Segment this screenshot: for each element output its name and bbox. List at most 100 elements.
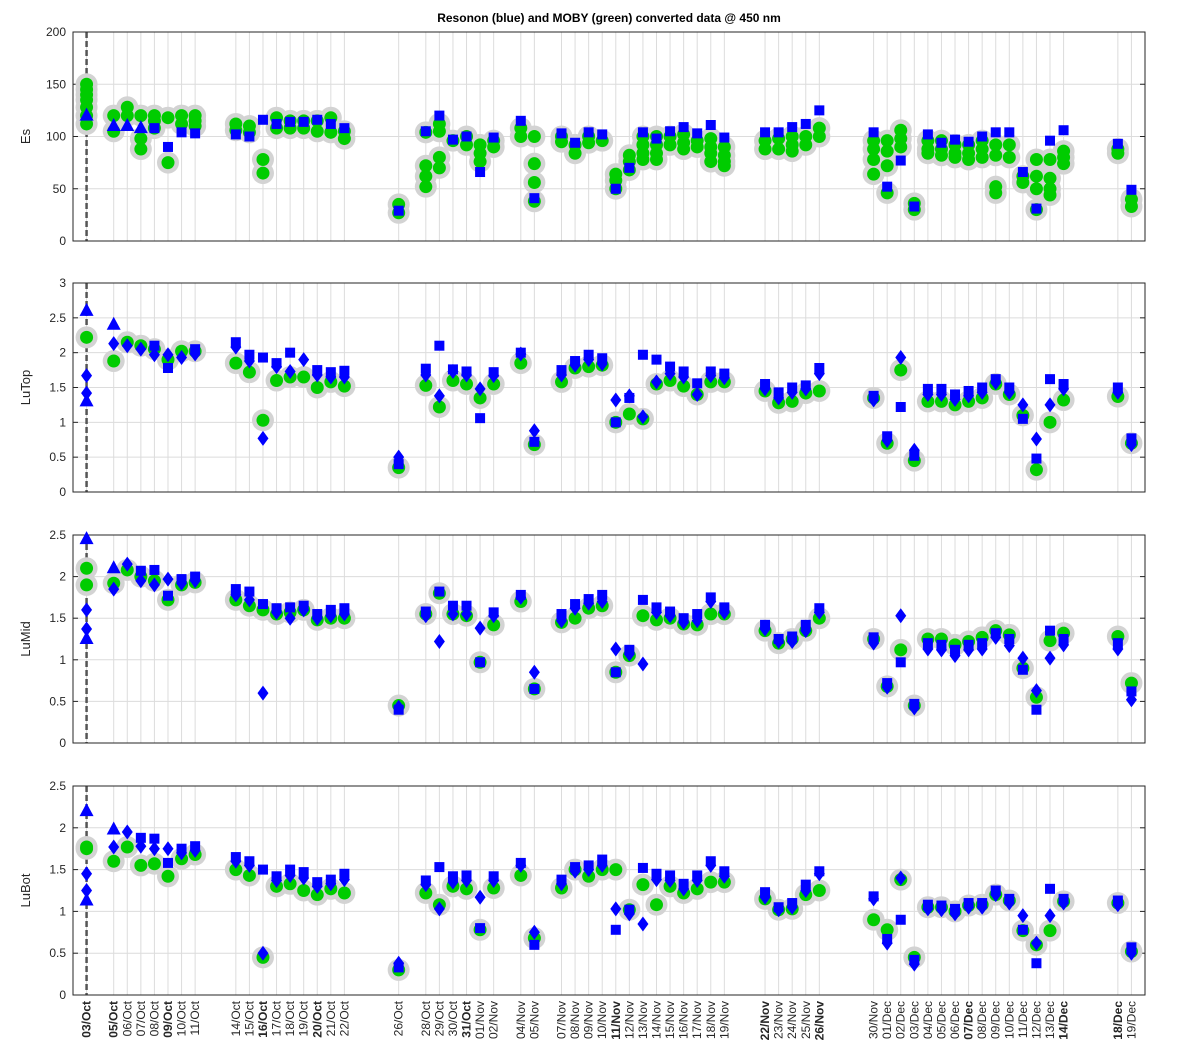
resonon-point-square <box>895 657 906 668</box>
xtick-label: 16/Nov <box>677 1001 691 1039</box>
resonon-point-diamond <box>637 656 649 672</box>
moby-point <box>432 161 446 175</box>
xtick-label: 10/Dec <box>1002 1001 1016 1039</box>
resonon-series <box>79 803 1137 973</box>
resonon-point-diamond <box>461 367 473 383</box>
moby-point <box>120 840 134 854</box>
moby-point <box>663 138 677 152</box>
moby-point <box>432 150 446 164</box>
resonon-point-square <box>515 115 526 126</box>
resonon-point-square <box>1045 883 1056 894</box>
resonon-point-diamond <box>881 679 893 695</box>
ytick-label: 200 <box>46 25 66 39</box>
resonon-point-diamond <box>759 889 771 905</box>
ytick-label: 2 <box>59 570 66 584</box>
moby-point <box>446 374 460 388</box>
resonon-point-diamond <box>868 392 880 408</box>
resonon-point-square <box>312 114 323 125</box>
resonon-point-diamond <box>1058 381 1070 397</box>
ytick-label: 1 <box>59 653 66 667</box>
resonon-point-square <box>597 129 608 140</box>
moby-point <box>432 124 446 138</box>
resonon-point-triangle <box>79 107 94 121</box>
resonon-point-diamond <box>230 339 242 355</box>
resonon-point-diamond <box>81 621 93 637</box>
resonon-point-square <box>665 126 676 137</box>
moby-point <box>161 869 175 883</box>
resonon-point-diamond <box>895 608 907 624</box>
resonon-point-diamond <box>325 876 337 892</box>
y-axis-label: LuTop <box>18 370 33 405</box>
moby-point <box>1043 152 1057 166</box>
resonon-point-diamond <box>637 916 649 932</box>
resonon-point-square <box>298 116 309 127</box>
moby-point <box>487 140 501 154</box>
moby-point <box>1043 634 1057 648</box>
resonon-point-square <box>1112 138 1123 149</box>
moby-point <box>636 609 650 623</box>
resonon-point-diamond <box>108 581 120 597</box>
resonon-point-diamond <box>420 877 432 893</box>
moby-point <box>880 144 894 158</box>
resonon-point-square <box>610 667 621 678</box>
xtick-label: 21/Oct <box>324 1000 338 1036</box>
resonon-point-diamond <box>1003 638 1015 654</box>
resonon-point-diamond <box>447 874 459 890</box>
moby-point <box>894 363 908 377</box>
chart-title: Resonon (blue) and MOBY (green) converte… <box>437 11 781 25</box>
moby-point <box>161 111 175 125</box>
resonon-point-square <box>583 127 594 138</box>
resonon-point-square <box>257 352 268 363</box>
xtick-label: 01/Dec <box>880 1001 894 1039</box>
xtick-label: 08/Nov <box>568 1001 582 1039</box>
resonon-point-diamond <box>800 381 812 397</box>
resonon-point-diamond <box>583 595 595 611</box>
resonon-point-square <box>285 347 296 358</box>
resonon-point-diamond <box>515 857 527 873</box>
resonon-point-diamond <box>569 863 581 879</box>
resonon-point-diamond <box>447 363 459 379</box>
resonon-point-square <box>705 120 716 131</box>
moby-point <box>962 152 976 166</box>
resonon-point-square <box>488 132 499 143</box>
resonon-point-square <box>529 436 540 447</box>
moby-point <box>867 913 881 927</box>
resonon-point-square <box>1045 374 1056 385</box>
resonon-point-diamond <box>176 845 188 861</box>
resonon-point-diamond <box>1017 397 1029 413</box>
resonon-point-diamond <box>1044 650 1056 666</box>
resonon-point-diamond <box>176 350 188 366</box>
xtick-label: 03/Dec <box>907 1001 921 1039</box>
resonon-point-diamond <box>271 872 283 888</box>
resonon-point-diamond <box>1003 384 1015 400</box>
resonon-point-diamond <box>1017 908 1029 924</box>
resonon-point-diamond <box>528 924 540 940</box>
resonon-point-diamond <box>596 356 608 372</box>
resonon-point-diamond <box>121 824 133 840</box>
xtick-label: 05/Nov <box>527 1001 541 1039</box>
resonon-point-diamond <box>433 901 445 917</box>
resonon-point-square <box>475 657 486 668</box>
resonon-point-diamond <box>162 347 174 363</box>
resonon-point-diamond <box>81 866 93 882</box>
resonon-point-diamond <box>786 384 798 400</box>
moby-point <box>310 888 324 902</box>
resonon-point-square <box>895 914 906 925</box>
resonon-point-diamond <box>257 430 269 446</box>
ytick-label: 0 <box>59 234 66 248</box>
resonon-point-square <box>936 137 947 148</box>
resonon-point-diamond <box>1030 935 1042 951</box>
resonon-point-diamond <box>623 646 635 662</box>
resonon-point-diamond <box>990 629 1002 645</box>
resonon-point-triangle <box>79 531 94 545</box>
resonon-point-diamond <box>678 614 690 630</box>
resonon-point-square <box>719 132 730 143</box>
xtick-label: 05/Oct <box>107 1001 121 1038</box>
resonon-point-diamond <box>610 901 622 917</box>
moby-point <box>1002 150 1016 164</box>
moby-point <box>622 407 636 421</box>
resonon-point-diamond <box>691 386 703 402</box>
resonon-point-triangle <box>106 821 121 835</box>
ytick-label: 0.5 <box>49 694 66 708</box>
